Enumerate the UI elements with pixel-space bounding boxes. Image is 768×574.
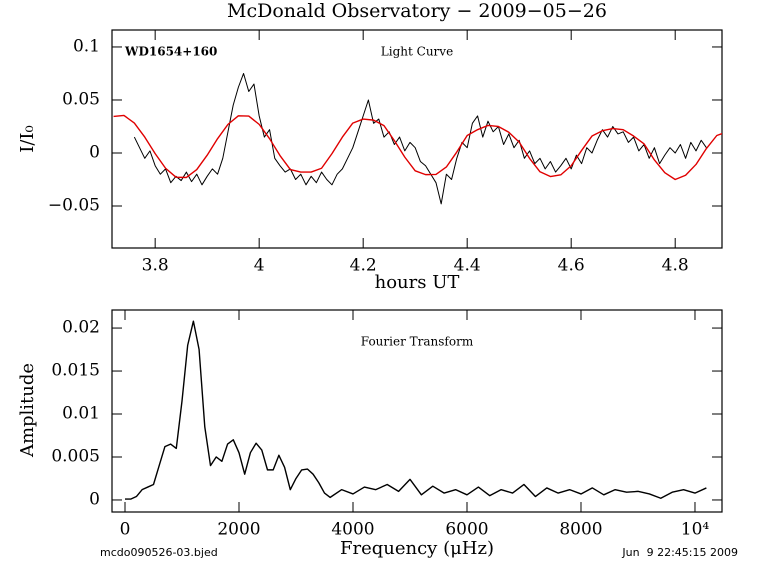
y-axis-label: Amplitude (17, 363, 38, 458)
x-tick-label: 4.2 (350, 256, 377, 276)
footer-file: mcdo090526-03.bjed (100, 546, 218, 559)
y-tick-label: 0.005 (51, 446, 100, 466)
x-tick-label: 4.6 (558, 256, 585, 276)
y-tick-label: 0.02 (62, 318, 100, 338)
x-tick-label: 10⁴ (681, 520, 710, 540)
x-tick-label: 2000 (217, 520, 260, 540)
y-tick-label: 0 (89, 489, 100, 509)
y-tick-label: 0 (89, 142, 100, 162)
plot-frame (111, 309, 723, 513)
y-axis-label: I/I₀ (17, 125, 38, 153)
plot-area (125, 320, 707, 500)
x-axis-label: hours UT (375, 272, 460, 293)
x-tick-label: 6000 (445, 520, 488, 540)
series-line (125, 320, 707, 500)
plot-frame (111, 29, 723, 249)
x-tick-label: 4.4 (454, 256, 481, 276)
y-tick-label: 0.1 (73, 36, 100, 56)
chart-title: McDonald Observatory − 2009−05−26 (227, 0, 607, 22)
annotation: Fourier Transform (361, 335, 474, 349)
x-axis-label: Frequency (μHz) (340, 538, 494, 559)
series-line (113, 114, 722, 181)
annotation: Light Curve (381, 45, 453, 59)
series-line (133, 72, 707, 205)
footer-date: Jun 9 22:45:15 2009 (621, 546, 738, 559)
x-tick-label: 3.8 (142, 256, 169, 276)
y-tick-label: −0.05 (48, 196, 100, 216)
y-tick-label: 0.05 (62, 89, 100, 109)
x-tick-label: 8000 (559, 520, 602, 540)
y-tick-label: 0.015 (51, 361, 100, 381)
x-tick-label: 4 (254, 256, 265, 276)
annotation: WD1654+160 (124, 45, 217, 59)
x-tick-label: 4000 (331, 520, 374, 540)
x-tick-label: 4.8 (662, 256, 689, 276)
plot-area (113, 72, 722, 205)
y-tick-label: 0.01 (62, 404, 100, 424)
x-tick-label: 0 (120, 520, 131, 540)
